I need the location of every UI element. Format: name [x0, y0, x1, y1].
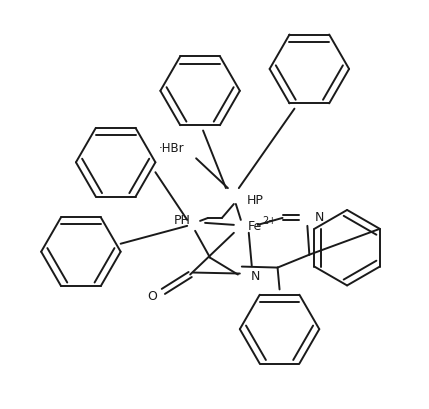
Text: HP: HP	[247, 193, 264, 207]
Text: N: N	[251, 270, 260, 283]
Text: N: N	[314, 211, 324, 225]
Text: 2+: 2+	[263, 216, 277, 226]
Text: O: O	[148, 290, 157, 303]
Text: ·HBr: ·HBr	[159, 142, 184, 155]
Text: Fe: Fe	[248, 220, 262, 234]
Text: PH: PH	[173, 214, 190, 227]
